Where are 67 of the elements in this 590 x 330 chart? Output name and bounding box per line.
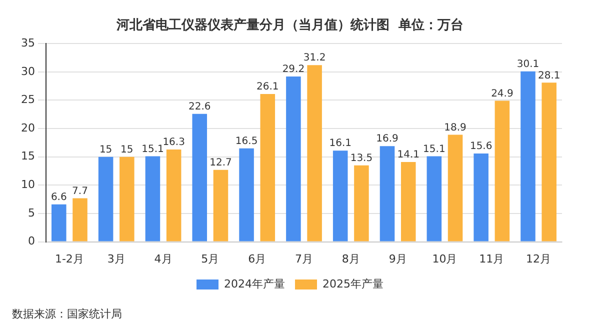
x-tick-label: 10月 <box>432 252 458 266</box>
data-label: 16.3 <box>162 137 185 148</box>
bar <box>52 204 66 242</box>
legend-label: 2025年产量 <box>322 277 384 290</box>
bar <box>260 94 276 242</box>
y-tick-label: 30 <box>20 64 35 78</box>
bar <box>354 165 369 242</box>
chart-title: 河北省电工仪器仪表产量分月（当月值）统计图 单位：万台 <box>115 17 464 34</box>
x-tick-label: 6月 <box>248 252 266 266</box>
data-label: 16.1 <box>329 138 352 150</box>
y-tick-label: 10 <box>20 178 35 192</box>
source-note: 数据来源：国家统计局 <box>12 307 122 320</box>
data-label: 26.1 <box>256 82 279 93</box>
data-label: 29.2 <box>282 64 305 76</box>
data-label: 6.6 <box>50 192 67 204</box>
bar <box>120 156 134 242</box>
data-label: 24.9 <box>491 88 514 100</box>
bar <box>380 146 395 242</box>
data-label: 30.1 <box>516 58 540 70</box>
data-label: 15.1 <box>423 144 446 155</box>
bar <box>448 134 463 242</box>
bar <box>166 149 182 242</box>
data-label: 13.5 <box>350 152 373 164</box>
bar <box>332 150 348 242</box>
x-tick-label: 3月 <box>107 252 126 266</box>
bar <box>494 100 510 242</box>
bar <box>213 170 228 242</box>
data-label: 31.2 <box>303 52 326 64</box>
bar <box>72 198 88 242</box>
x-tick-label: 5月 <box>201 252 220 266</box>
data-label: 16.9 <box>376 134 398 145</box>
y-tick-label: 15 <box>20 150 35 163</box>
data-label: 12.7 <box>210 157 232 168</box>
x-tick-label: 12月 <box>526 252 552 266</box>
data-label: 15.1 <box>142 144 164 155</box>
bar <box>192 114 208 242</box>
bar <box>286 76 301 242</box>
data-label: 7.7 <box>72 186 88 197</box>
y-tick-label: 5 <box>28 206 35 220</box>
bar <box>542 82 556 242</box>
y-tick-label: 0 <box>28 234 35 248</box>
data-label: 22.6 <box>188 101 211 112</box>
bar <box>520 71 536 242</box>
data-label: 14.1 <box>397 150 420 161</box>
legend-label: 2024年产量 <box>224 277 286 290</box>
bar <box>145 156 160 242</box>
bar <box>307 65 322 242</box>
bar <box>400 162 416 242</box>
bar <box>426 156 442 242</box>
data-label: 15 <box>120 144 134 156</box>
bar <box>474 153 488 242</box>
y-tick-label: 25 <box>20 93 35 106</box>
y-tick-label: 20 <box>20 121 35 134</box>
x-tick-label: 8月 <box>342 252 360 266</box>
x-tick-label: 4月 <box>154 252 172 266</box>
y-tick-label: 35 <box>20 36 35 50</box>
data-label: 28.1 <box>538 70 560 82</box>
bar <box>98 156 114 242</box>
data-label: 15.6 <box>470 141 492 152</box>
data-label: 16.5 <box>235 136 258 147</box>
data-label: 18.9 <box>444 122 466 134</box>
data-label: 15 <box>99 144 112 156</box>
x-tick-label: 7月 <box>295 252 313 266</box>
x-tick-label: 9月 <box>388 252 407 266</box>
x-tick-label: 1-2月 <box>54 252 84 266</box>
x-tick-label: 11月 <box>479 252 504 266</box>
bar <box>239 148 254 242</box>
